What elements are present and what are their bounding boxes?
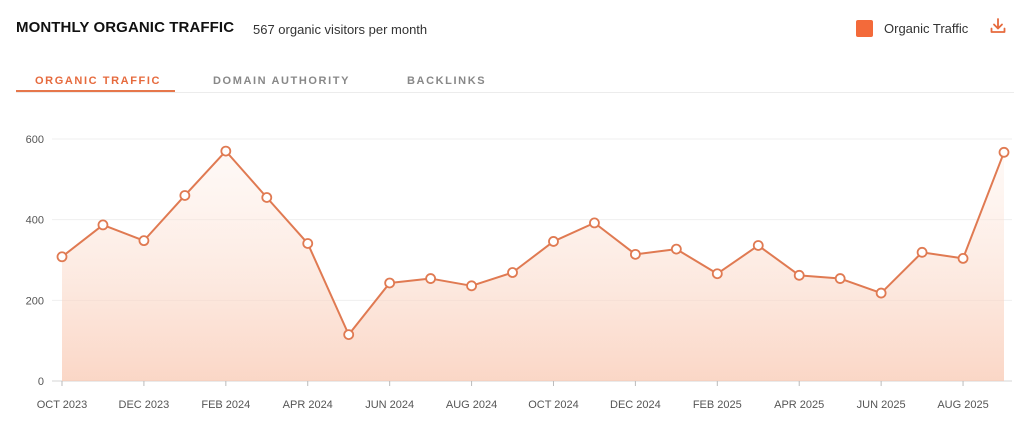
x-tick-label: JUN 2024 — [365, 399, 414, 411]
chart-title: MONTHLY ORGANIC TRAFFIC — [16, 19, 235, 36]
y-tick-label: 400 — [26, 215, 44, 227]
data-point[interactable] — [56, 251, 68, 263]
tab-bar: ORGANIC TRAFFIC DOMAIN AUTHORITY BACKLIN… — [16, 68, 1014, 93]
data-point[interactable] — [261, 192, 273, 203]
x-tick-label: OCT 2023 — [37, 399, 88, 411]
legend-label: Organic Traffic — [884, 21, 969, 36]
tab-backlinks[interactable]: BACKLINKS — [407, 75, 487, 87]
chart-subtitle: 567 organic visitors per month — [253, 22, 428, 37]
data-point[interactable] — [589, 217, 600, 229]
series-area — [62, 151, 1004, 381]
data-point[interactable] — [548, 236, 559, 247]
y-tick-label: 0 — [38, 376, 44, 388]
x-tick-label: JUN 2025 — [857, 399, 906, 411]
x-tick-label: FEB 2024 — [201, 399, 250, 411]
x-tick-label: DEC 2023 — [119, 399, 170, 411]
data-point[interactable] — [629, 248, 641, 260]
x-tick-label: AUG 2024 — [446, 399, 497, 411]
x-tick-label: AUG 2025 — [937, 399, 988, 411]
legend-swatch — [856, 20, 873, 37]
tab-organic-traffic[interactable]: ORGANIC TRAFFIC — [35, 75, 162, 87]
data-point[interactable] — [302, 238, 314, 249]
x-tick-label: OCT 2024 — [528, 399, 579, 411]
data-point[interactable] — [752, 240, 764, 251]
data-point[interactable] — [343, 329, 355, 341]
data-point[interactable] — [507, 267, 518, 278]
download-icon[interactable] — [989, 17, 1007, 35]
organic-traffic-chart: 0 200 400 600 OCT 2023 DEC 2023 FEB 2024 APR 20… — [26, 134, 1012, 411]
data-point[interactable] — [220, 145, 232, 157]
data-point[interactable] — [916, 246, 928, 258]
data-point[interactable] — [425, 273, 437, 284]
x-tick-label: APR 2025 — [774, 399, 824, 411]
data-point[interactable] — [834, 273, 846, 284]
data-point[interactable] — [97, 219, 109, 231]
tab-domain-authority[interactable]: DOMAIN AUTHORITY — [213, 75, 351, 87]
y-tick-label: 600 — [26, 134, 44, 146]
x-tick-label: FEB 2025 — [693, 399, 742, 411]
x-tick-label: APR 2024 — [283, 399, 333, 411]
data-point[interactable] — [793, 269, 805, 281]
data-point[interactable] — [711, 268, 723, 280]
data-point[interactable] — [179, 190, 191, 201]
data-point[interactable] — [138, 235, 150, 247]
legend: Organic Traffic — [856, 20, 968, 37]
active-tab-indicator — [16, 90, 175, 92]
data-point[interactable] — [466, 280, 477, 292]
data-point[interactable] — [957, 252, 969, 264]
y-tick-label: 200 — [26, 295, 44, 307]
data-point[interactable] — [998, 146, 1010, 158]
series-line-organic-traffic — [61, 150, 1005, 336]
data-point[interactable] — [670, 243, 682, 255]
data-point[interactable] — [384, 277, 396, 289]
data-point[interactable] — [875, 287, 887, 299]
x-tick-label: DEC 2024 — [610, 399, 661, 411]
